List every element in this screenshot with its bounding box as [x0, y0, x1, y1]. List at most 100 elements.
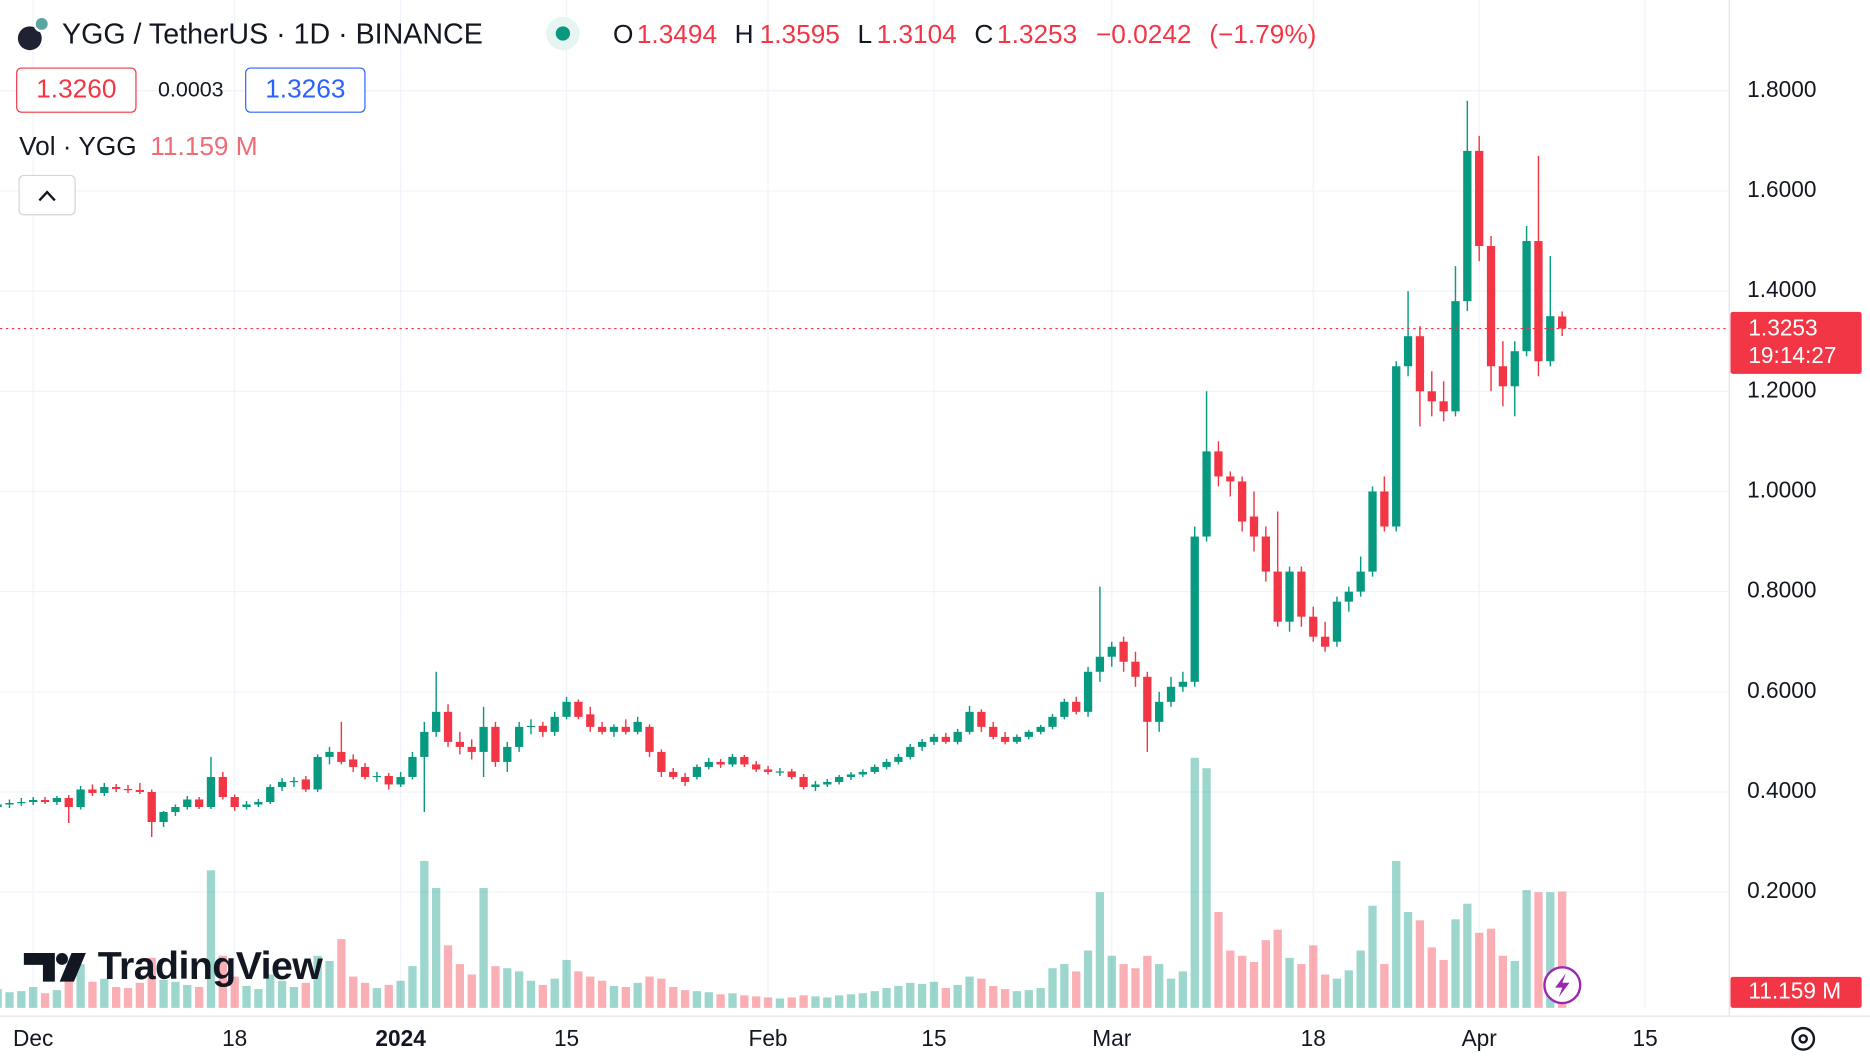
volume-bar — [1143, 955, 1152, 1008]
candle-body — [1095, 656, 1105, 672]
collapse-icon[interactable] — [38, 190, 56, 202]
sell-button[interactable] — [16, 67, 137, 113]
volume-bar — [1131, 968, 1140, 1008]
candle-body — [254, 801, 263, 805]
candle-body — [811, 784, 820, 787]
candles — [0, 100, 1567, 838]
candle-body — [455, 741, 465, 747]
volume-bar — [76, 964, 85, 1008]
volume-bar — [763, 997, 773, 1008]
candle-body — [1083, 671, 1093, 712]
candle-body — [1332, 601, 1342, 642]
volume-bar — [1166, 978, 1176, 1008]
volume-bar — [1083, 950, 1093, 1008]
candle-body — [1451, 301, 1460, 412]
candle-body — [1534, 241, 1543, 362]
candle-body — [277, 781, 287, 787]
volume-bar — [491, 966, 500, 1008]
candle-body — [846, 774, 856, 777]
y-tick-label: 0.2000 — [1747, 877, 1816, 903]
candle-body — [408, 756, 417, 777]
buy-button[interactable] — [245, 67, 366, 113]
volume-bar — [1273, 929, 1282, 1008]
candle-body — [1166, 686, 1176, 702]
x-tick-label: Dec — [13, 1025, 53, 1051]
volume-bar — [597, 980, 607, 1008]
candle-body — [621, 726, 630, 732]
volume-bar — [704, 992, 713, 1008]
candle-body — [218, 776, 227, 797]
spread: 0.0003 — [158, 77, 224, 101]
candle-body — [1427, 391, 1436, 402]
volume-bar — [740, 995, 749, 1008]
candle-body — [917, 741, 927, 747]
volume-bar — [1024, 990, 1033, 1008]
volume-bar — [254, 989, 263, 1008]
candle-body — [1036, 726, 1045, 732]
volume-bar — [538, 984, 547, 1008]
candle-body — [1012, 736, 1022, 742]
watermark: TradingView — [98, 944, 323, 988]
bid-price[interactable]: 1.3260 — [36, 74, 116, 104]
volume-bar — [846, 994, 856, 1008]
candle-body — [40, 799, 50, 802]
candle-body — [479, 726, 488, 752]
ohlc-value: 1.3104 — [877, 19, 957, 49]
candle-body — [669, 771, 678, 777]
candle-body — [609, 726, 619, 732]
candle-body — [123, 788, 133, 791]
settings-button[interactable] — [1791, 1026, 1816, 1051]
change-pct: (−1.79%) — [1209, 19, 1316, 49]
volume-bar — [1226, 950, 1235, 1008]
volume-bar — [1498, 955, 1508, 1008]
volume-bar — [420, 860, 429, 1008]
volume-bar — [609, 985, 619, 1008]
candle-body — [645, 726, 654, 752]
candle-body — [514, 726, 524, 747]
volume-bar — [1475, 932, 1484, 1008]
volume-bar — [550, 978, 559, 1008]
volume-bar — [1012, 991, 1022, 1008]
volume-bar — [242, 985, 251, 1008]
volume-bar — [1237, 955, 1247, 1008]
volume-bar — [40, 993, 50, 1008]
volume-bar — [1178, 971, 1188, 1008]
volume-badge — [1730, 976, 1862, 1008]
ohlc-label: L — [857, 19, 872, 49]
volume-bar — [135, 982, 145, 1008]
candle-body — [194, 799, 204, 808]
candle-body — [1202, 451, 1211, 537]
volume-bar — [1060, 964, 1069, 1008]
ohlc-value: 1.3595 — [760, 19, 840, 49]
candle-body — [1498, 366, 1508, 387]
candle-body — [1000, 736, 1010, 742]
volume-bar — [1368, 905, 1377, 1008]
y-tick-label: 0.6000 — [1747, 677, 1816, 703]
candle-body — [633, 721, 642, 732]
candle-body — [1285, 571, 1294, 622]
volume-bar — [692, 991, 702, 1008]
volume-bar — [1249, 962, 1259, 1008]
volume-value: 11.159 M — [150, 131, 257, 161]
volume-bar — [811, 996, 820, 1008]
candle-body — [1178, 681, 1188, 687]
volume-bar — [965, 976, 974, 1008]
settings-icon[interactable] — [1791, 1026, 1816, 1051]
collapse-button[interactable] — [18, 174, 76, 216]
candle-body — [977, 711, 986, 727]
volume-bar — [989, 985, 998, 1008]
volume-badge-label: 11.159 M — [1748, 977, 1841, 1003]
volume-bar — [443, 945, 453, 1008]
candle-body — [1309, 616, 1318, 637]
ask-price[interactable]: 1.3263 — [265, 74, 345, 104]
volume-bar — [1534, 892, 1543, 1008]
settings-icon-center[interactable] — [1798, 1034, 1808, 1044]
candle-body — [941, 736, 950, 742]
candle-body — [242, 804, 251, 808]
lightning-icon[interactable] — [1555, 973, 1570, 998]
volume-bar — [562, 959, 571, 1008]
ohlc-label: O — [613, 19, 633, 49]
volume-bar — [1309, 945, 1318, 1008]
candle-body — [1475, 150, 1484, 247]
candle-body — [289, 780, 299, 783]
